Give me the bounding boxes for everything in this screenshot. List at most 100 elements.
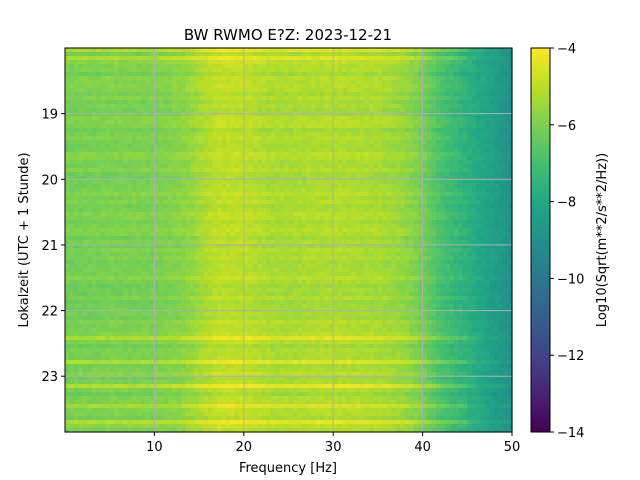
heatmap-cell <box>297 64 303 69</box>
heatmap-cell <box>230 116 236 121</box>
heatmap-cell <box>431 128 437 133</box>
heatmap-cell <box>140 80 147 85</box>
heatmap-cell <box>449 172 455 177</box>
heatmap-cell <box>373 72 379 77</box>
heatmap-cell <box>176 52 182 57</box>
heatmap-cell <box>243 128 249 133</box>
heatmap-cell <box>364 232 370 237</box>
heatmap-cell <box>132 88 138 93</box>
heatmap-cell <box>413 60 419 65</box>
heatmap-cell <box>351 140 357 145</box>
heatmap-cell <box>114 216 120 221</box>
heatmap-cell <box>498 56 504 61</box>
heatmap-cell <box>351 196 357 201</box>
heatmap-cell <box>494 132 500 137</box>
heatmap-cell <box>333 192 339 197</box>
heatmap-cell <box>315 240 321 245</box>
heatmap-cell <box>230 100 236 105</box>
heatmap-cell <box>203 128 209 133</box>
heatmap-cell <box>404 104 410 109</box>
heatmap-cell <box>145 88 151 93</box>
heatmap-cell <box>413 212 419 217</box>
heatmap-cell <box>342 96 348 101</box>
heatmap-cell <box>480 104 486 109</box>
heatmap-cell <box>431 64 437 69</box>
heatmap-cell <box>485 224 491 229</box>
heatmap-cell <box>199 196 205 201</box>
heatmap-cell <box>145 72 151 77</box>
heatmap-cell <box>458 76 464 81</box>
heatmap-cell <box>297 104 303 109</box>
heatmap-cell <box>467 140 473 145</box>
heatmap-cell <box>346 148 352 153</box>
heatmap-cell <box>96 88 102 93</box>
heatmap-cell <box>351 192 357 197</box>
heatmap-cell <box>243 212 249 217</box>
heatmap-cell <box>132 60 138 65</box>
heatmap-cell <box>315 224 321 229</box>
heatmap-cell <box>234 160 240 165</box>
heatmap-cell <box>261 88 267 93</box>
heatmap-cell <box>82 148 88 153</box>
heatmap-cell <box>163 172 169 177</box>
heatmap-cell <box>172 132 178 137</box>
heatmap-cell <box>118 196 124 201</box>
heatmap-cell <box>373 68 379 73</box>
heatmap-cell <box>319 152 325 157</box>
heatmap-cell <box>498 120 504 125</box>
heatmap-cell <box>176 144 182 149</box>
heatmap-cell <box>476 240 482 245</box>
heatmap-cell <box>114 52 120 57</box>
heatmap-cell <box>261 132 267 137</box>
heatmap-cell <box>73 172 80 177</box>
heatmap-cell <box>82 116 88 121</box>
heatmap-cell <box>301 60 307 65</box>
heatmap-cell <box>458 200 464 205</box>
heatmap-cell <box>234 236 240 241</box>
heatmap-cell <box>453 64 459 69</box>
heatmap-cell <box>65 236 71 241</box>
heatmap-cell <box>279 76 285 81</box>
heatmap-cell <box>127 236 133 241</box>
heatmap-cell <box>158 240 164 245</box>
heatmap-cell <box>337 136 343 141</box>
heatmap-cell <box>409 168 415 173</box>
heatmap-cell <box>324 156 330 161</box>
heatmap-cell <box>395 68 401 73</box>
heatmap-cell <box>333 220 339 225</box>
heatmap-cell <box>118 200 124 205</box>
heatmap-cell <box>503 232 509 237</box>
heatmap-cell <box>382 156 388 161</box>
heatmap-cell <box>163 104 169 109</box>
heatmap-cell <box>292 244 299 249</box>
heatmap-cell <box>413 216 419 221</box>
heatmap-cell <box>422 196 428 201</box>
heatmap-cell <box>163 168 169 173</box>
heatmap-cell <box>73 108 80 113</box>
heatmap-cell <box>386 56 392 61</box>
heatmap-cell <box>123 104 129 109</box>
heatmap-cell <box>163 76 169 81</box>
heatmap-cell <box>118 228 124 233</box>
heatmap-cell <box>418 104 424 109</box>
heatmap-cell <box>507 180 513 185</box>
heatmap-cell <box>288 128 294 133</box>
heatmap-cell <box>382 228 388 233</box>
heatmap-cell <box>270 132 276 137</box>
heatmap-cell <box>203 148 209 153</box>
heatmap-cell <box>436 236 442 241</box>
heatmap-cell <box>351 120 357 125</box>
heatmap-cell <box>337 84 343 89</box>
heatmap-cell <box>480 144 486 149</box>
heatmap-cell <box>82 204 88 209</box>
heatmap-cell <box>221 176 227 181</box>
heatmap-cell <box>489 212 495 217</box>
heatmap-cell <box>377 140 383 145</box>
heatmap-cell <box>118 60 124 65</box>
heatmap-cell <box>78 128 84 133</box>
heatmap-cell <box>140 204 147 209</box>
heatmap-cell <box>485 220 491 225</box>
heatmap-cell <box>87 168 93 173</box>
heatmap-cell <box>297 240 303 245</box>
heatmap-cell <box>368 88 375 93</box>
